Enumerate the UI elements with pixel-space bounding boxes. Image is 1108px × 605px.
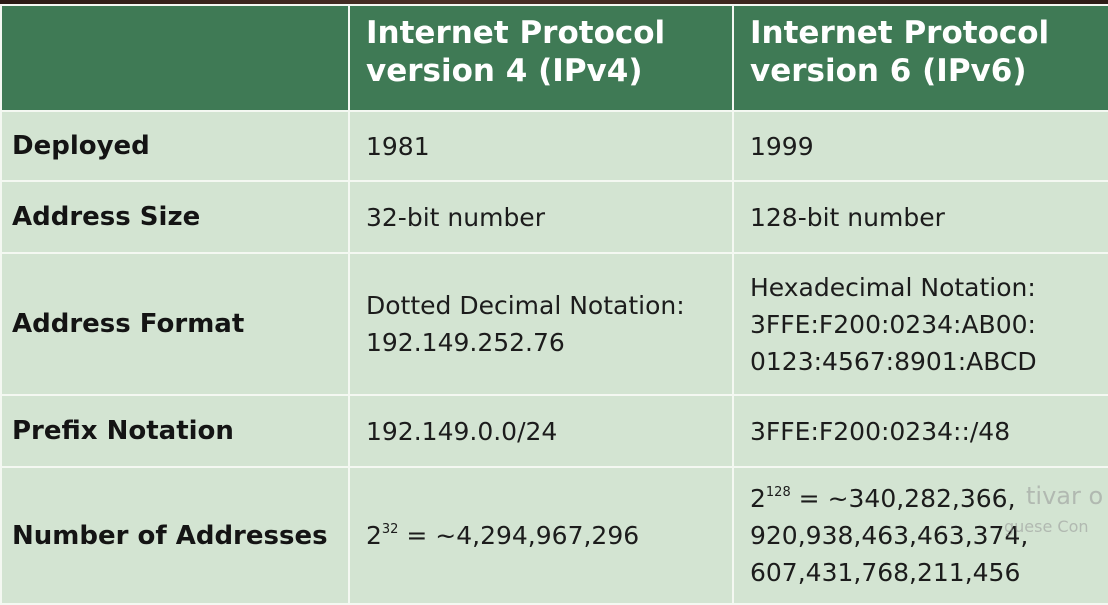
header-corner-cell: [0, 4, 350, 112]
cell-text: 2128 = ~340,282,366,: [750, 480, 1107, 517]
cell-ipv4-deployed: 1981: [348, 110, 734, 182]
power-value: = ~4,294,967,296: [398, 521, 640, 550]
row-label-deployed: Deployed: [0, 110, 350, 182]
cell-text: 0123:4567:8901:ABCD: [750, 346, 1037, 376]
power-base: 2: [366, 521, 382, 550]
cell-text: 32-bit number: [366, 202, 545, 232]
cell-text: 192.149.252.76: [366, 328, 565, 357]
cell-text: 920,938,463,463,374,: [750, 521, 1029, 550]
power-exponent: 128: [765, 485, 791, 500]
row-label-address-format: Address Format: [0, 252, 350, 396]
table-row: Address Format Dotted Decimal Notation: …: [0, 252, 1108, 396]
cell-text: 232 = ~4,294,967,296: [366, 517, 731, 554]
header-ipv4: Internet Protocol version 4 (IPv4): [348, 4, 734, 112]
table-row: Address Size 32-bit number 128-bit numbe…: [0, 180, 1108, 254]
cell-text: 3FFE:F200:0234:AB00:: [750, 309, 1036, 339]
header-ipv4-line-1: Internet Protocol: [366, 15, 666, 51]
cell-ipv4-number-of-addresses: 232 = ~4,294,967,296: [348, 466, 734, 605]
cell-ipv4-address-format: Dotted Decimal Notation: 192.149.252.76: [348, 252, 734, 396]
header-ipv6-line-1: Internet Protocol: [750, 15, 1050, 51]
row-label-number-of-addresses: Number of Addresses: [0, 466, 350, 605]
cell-ipv4-prefix-notation: 192.149.0.0/24: [348, 394, 734, 468]
cell-text: 1981: [366, 131, 430, 161]
header-ipv6: Internet Protocol version 6 (IPv6): [732, 4, 1108, 112]
cell-text: 128-bit number: [750, 202, 945, 232]
table-row: Prefix Notation 192.149.0.0/24 3FFE:F200…: [0, 394, 1108, 468]
cell-text: 1999: [750, 131, 814, 161]
cell-text: 3FFE:F200:0234::/48: [750, 416, 1011, 446]
top-edge-strip: [0, 0, 1108, 6]
table-row: Number of Addresses 232 = ~4,294,967,296…: [0, 466, 1108, 605]
cell-text: 607,431,768,211,456: [750, 558, 1021, 587]
header-ipv4-line-2: version 4 (IPv4): [366, 53, 643, 89]
ip-comparison-table: Internet Protocol version 4 (IPv4) Inter…: [0, 4, 1108, 605]
cell-ipv6-address-size: 128-bit number: [732, 180, 1108, 254]
cell-text: Hexadecimal Notation:: [750, 272, 1036, 302]
row-label-address-size: Address Size: [0, 180, 350, 254]
power-base: 2: [750, 484, 766, 513]
power-value: = ~340,282,366,: [790, 484, 1016, 513]
cell-ipv4-address-size: 32-bit number: [348, 180, 734, 254]
row-label-prefix-notation: Prefix Notation: [0, 394, 350, 468]
cell-text: 192.149.0.0/24: [366, 416, 558, 446]
cell-ipv6-number-of-addresses: 2128 = ~340,282,366, 920,938,463,463,374…: [732, 466, 1108, 605]
cell-text: Dotted Decimal Notation:: [366, 291, 685, 320]
cell-ipv6-prefix-notation: 3FFE:F200:0234::/48: [732, 394, 1108, 468]
header-row: Internet Protocol version 4 (IPv4) Inter…: [0, 4, 1108, 112]
cell-ipv6-address-format: Hexadecimal Notation: 3FFE:F200:0234:AB0…: [732, 252, 1108, 396]
cell-ipv6-deployed: 1999: [732, 110, 1108, 182]
power-exponent: 32: [381, 522, 399, 537]
header-ipv6-line-2: version 6 (IPv6): [750, 53, 1027, 89]
table-row: Deployed 1981 1999: [0, 110, 1108, 182]
